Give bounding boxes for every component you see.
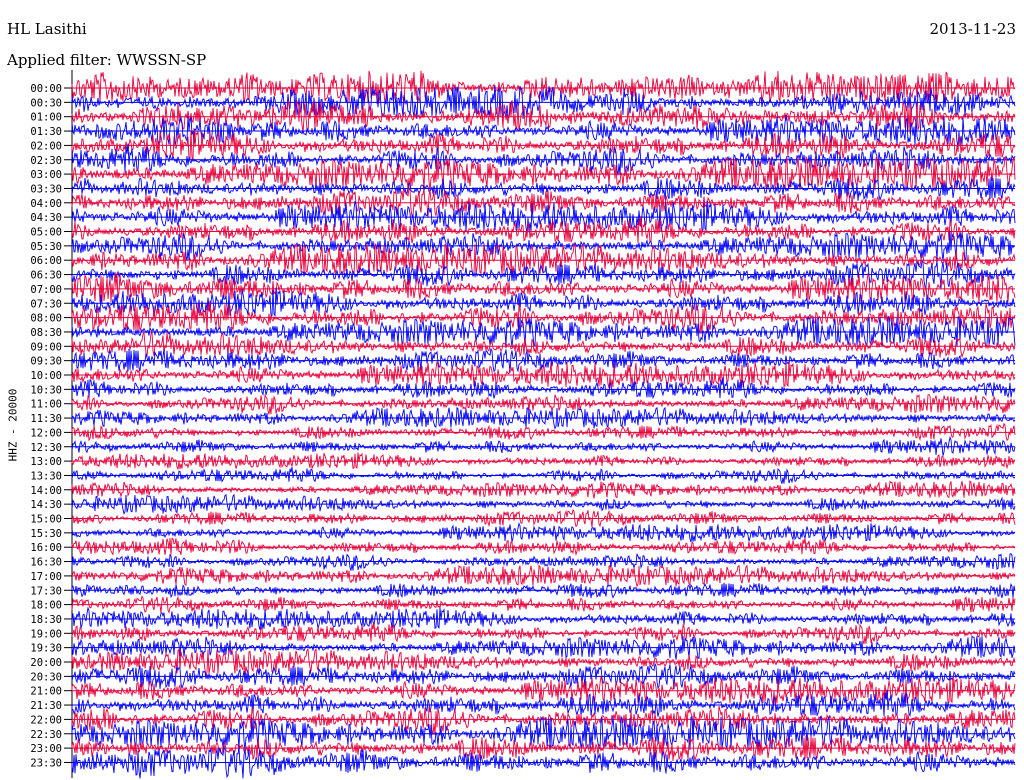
- row-time-label: 08:30: [30, 327, 62, 339]
- trace-1100: [71, 393, 1016, 415]
- trace-1530: [71, 522, 1016, 543]
- trace-2000: [71, 647, 1016, 677]
- row-time-label: 05:00: [30, 227, 62, 239]
- row-time-label: 17:30: [30, 585, 62, 597]
- trace-0930: [71, 347, 1016, 373]
- trace-0700: [71, 272, 1016, 305]
- trace-0530: [71, 230, 1016, 262]
- trace-0200: [71, 127, 1016, 161]
- row-time-label: 18:30: [30, 614, 62, 626]
- row-time-label: 17:00: [30, 571, 62, 583]
- trace-2200: [71, 705, 1016, 736]
- row-time-label: 07:30: [30, 298, 62, 310]
- trace-1200: [71, 422, 1016, 442]
- row-time-label: 16:00: [30, 542, 62, 554]
- trace-0430: [71, 200, 1016, 233]
- trace-0100: [71, 100, 1016, 134]
- row-time-label: 06:30: [30, 270, 62, 282]
- row-time-label: 23:00: [30, 743, 62, 755]
- row-time-label: 14:00: [30, 485, 62, 497]
- row-time-label: 09:00: [30, 341, 62, 353]
- trace-0300: [71, 155, 1016, 192]
- row-time-label: 10:00: [30, 370, 62, 382]
- trace-0030: [71, 85, 1016, 120]
- trace-2100: [71, 675, 1016, 705]
- row-time-label: 03:30: [30, 183, 62, 195]
- trace-1630: [71, 553, 1016, 571]
- row-time-label: 22:30: [30, 729, 62, 741]
- row-time-label: 20:00: [30, 657, 62, 669]
- trace-1230: [71, 436, 1016, 456]
- row-time-label: 20:30: [30, 671, 62, 683]
- row-time-label: 21:30: [30, 700, 62, 712]
- trace-1330: [71, 466, 1016, 484]
- trace-1700: [71, 564, 1016, 588]
- trace-0330: [71, 176, 1016, 201]
- row-time-label: 15:00: [30, 514, 62, 526]
- trace-1400: [71, 480, 1016, 499]
- row-time-label: 12:30: [30, 442, 62, 454]
- row-time-label: 02:00: [30, 140, 62, 152]
- trace-2230: [71, 715, 1016, 752]
- row-time-label: 00:30: [30, 97, 62, 109]
- trace-0630: [71, 258, 1016, 289]
- record-date: 2013-11-23: [929, 20, 1016, 38]
- row-time-label: 16:30: [30, 557, 62, 569]
- trace-1830: [71, 606, 1016, 630]
- filter-label: Applied filter: WWSSN-SP: [7, 51, 207, 69]
- row-time-label: 10:30: [30, 384, 62, 396]
- trace-1030: [71, 377, 1016, 400]
- row-time-label: 01:30: [30, 126, 62, 138]
- trace-0800: [71, 300, 1016, 335]
- row-time-label: 12:00: [30, 427, 62, 439]
- row-time-label: 19:30: [30, 643, 62, 655]
- trace-1000: [71, 361, 1016, 389]
- row-time-label: 14:30: [30, 499, 62, 511]
- trace-1600: [71, 537, 1016, 557]
- trace-2130: [71, 689, 1016, 718]
- row-time-label: 07:00: [30, 284, 62, 296]
- row-time-label: 01:00: [30, 112, 62, 124]
- row-time-label: 21:00: [30, 686, 62, 698]
- trace-0900: [71, 330, 1016, 359]
- trace-0230: [71, 143, 1016, 176]
- row-time-label: 15:30: [30, 528, 62, 540]
- row-time-label: 11:00: [30, 399, 62, 411]
- trace-1300: [71, 452, 1016, 470]
- trace-1130: [71, 406, 1016, 430]
- trace-1730: [71, 582, 1016, 599]
- row-time-label: 23:30: [30, 757, 62, 769]
- trace-1800: [71, 595, 1016, 614]
- row-time-label: 08:00: [30, 313, 62, 325]
- row-time-label: 03:00: [30, 169, 62, 181]
- trace-0130: [71, 114, 1016, 147]
- trace-1430: [71, 493, 1016, 515]
- row-time-label: 09:30: [30, 356, 62, 368]
- row-time-label: 00:00: [30, 83, 62, 95]
- row-time-label: 18:00: [30, 600, 62, 612]
- station-name: HL Lasithi: [7, 20, 87, 38]
- trace-0830: [71, 315, 1016, 348]
- row-time-label: 02:30: [30, 155, 62, 167]
- trace-2030: [71, 662, 1016, 690]
- trace-2300: [71, 735, 1016, 762]
- row-time-label: 13:00: [30, 456, 62, 468]
- row-time-label: 06:00: [30, 255, 62, 267]
- row-time-label: 22:00: [30, 714, 62, 726]
- row-time-label: 13:30: [30, 470, 62, 482]
- trace-1900: [71, 622, 1016, 645]
- trace-0730: [71, 287, 1016, 317]
- row-time-label: 11:30: [30, 413, 62, 425]
- trace-1500: [71, 508, 1016, 528]
- row-time-label: 04:30: [30, 212, 62, 224]
- row-time-label: 05:30: [30, 241, 62, 253]
- row-time-label: 04:00: [30, 198, 62, 210]
- trace-0500: [71, 216, 1016, 244]
- row-time-label: 19:00: [30, 628, 62, 640]
- trace-0400: [71, 186, 1016, 218]
- trace-2330: [71, 745, 1016, 779]
